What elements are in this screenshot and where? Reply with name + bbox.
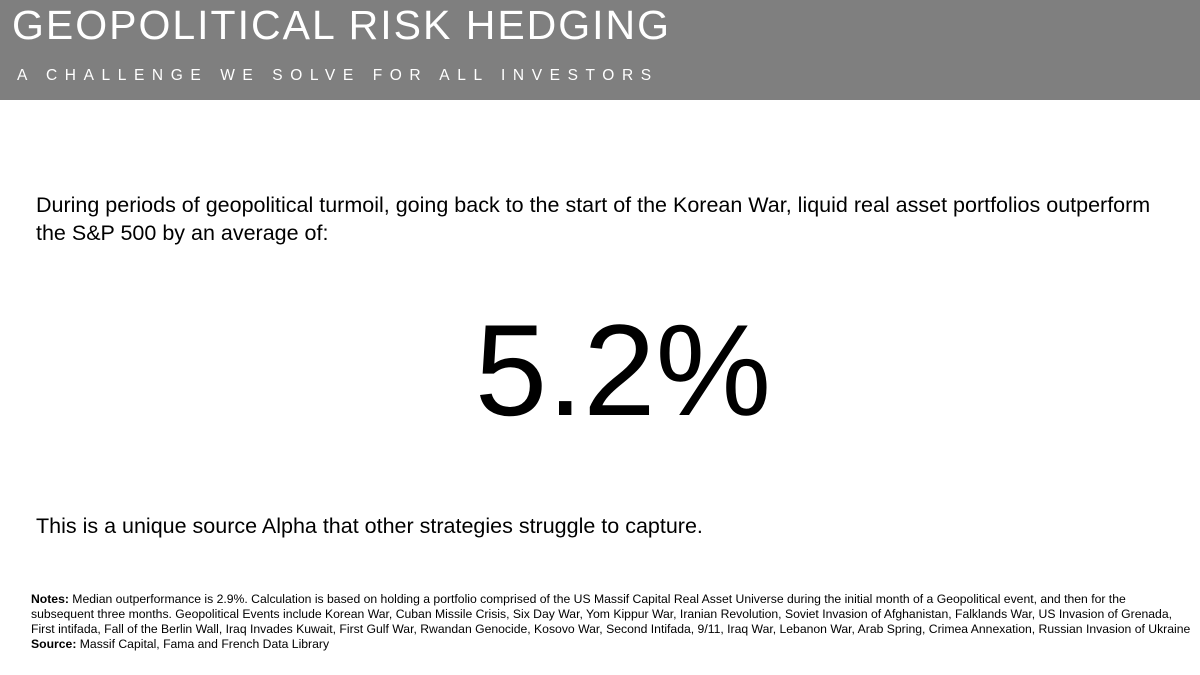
alpha-statement: This is a unique source Alpha that other… — [36, 514, 703, 538]
source-label: Source: — [31, 637, 77, 651]
page-title: GEOPOLITICAL RISK HEDGING — [12, 2, 672, 48]
notes-block: Notes: Median outperformance is 2.9%. Ca… — [31, 592, 1191, 637]
page-subtitle: A CHALLENGE WE SOLVE FOR ALL INVESTORS — [17, 67, 659, 84]
notes-label: Notes: — [31, 592, 69, 606]
notes-text: Median outperformance is 2.9%. Calculati… — [31, 592, 1191, 636]
intro-paragraph: During periods of geopolitical turmoil, … — [36, 193, 1151, 245]
header-banner: GEOPOLITICAL RISK HEDGING A CHALLENGE WE… — [0, 0, 1200, 100]
headline-value: 5.2% — [474, 297, 772, 443]
source-block: Source: Massif Capital, Fama and French … — [31, 637, 1191, 652]
footnotes: Notes: Median outperformance is 2.9%. Ca… — [31, 592, 1191, 652]
source-text: Massif Capital, Fama and French Data Lib… — [76, 637, 330, 651]
